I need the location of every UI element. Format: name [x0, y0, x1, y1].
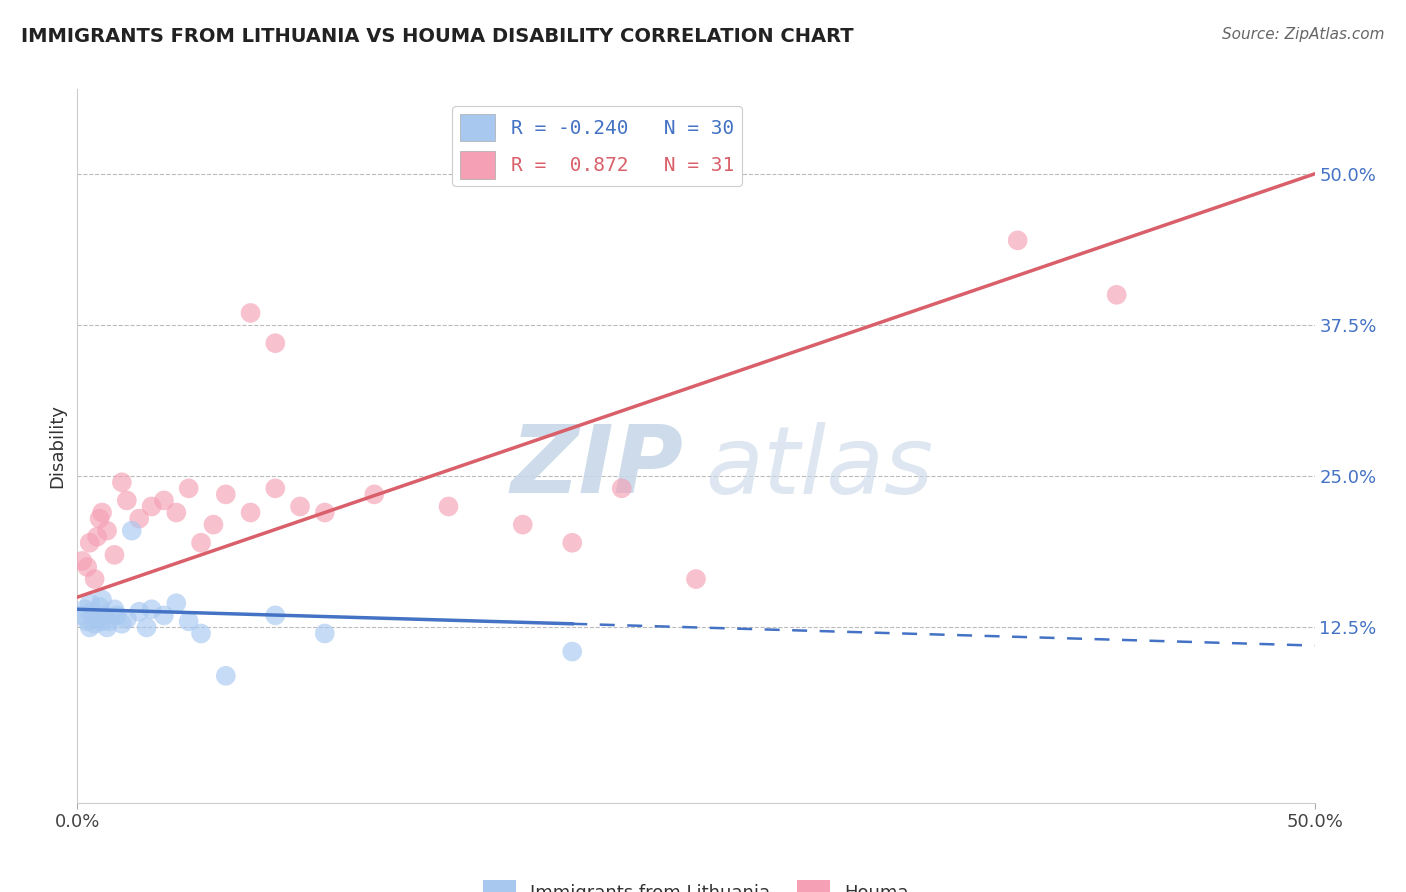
Point — [314, 626, 336, 640]
Point — [115, 493, 138, 508]
Point — [128, 511, 150, 525]
Point — [72, 554, 94, 568]
Point — [202, 517, 225, 532]
Point — [76, 560, 98, 574]
Point — [89, 511, 111, 525]
Point — [512, 517, 534, 532]
Point — [135, 620, 157, 634]
Point — [96, 620, 118, 634]
Point — [73, 602, 96, 616]
Point — [685, 572, 707, 586]
Point — [91, 615, 114, 629]
Point — [561, 535, 583, 549]
Point — [111, 616, 134, 631]
Point — [153, 493, 176, 508]
Point — [72, 608, 94, 623]
Point — [83, 572, 105, 586]
Point — [1007, 233, 1029, 247]
Point — [177, 615, 200, 629]
Point — [239, 306, 262, 320]
Point — [215, 669, 238, 683]
Text: atlas: atlas — [706, 422, 934, 513]
Point — [264, 481, 287, 495]
Point — [239, 506, 262, 520]
Y-axis label: Disability: Disability — [48, 404, 66, 488]
Point — [153, 608, 176, 623]
Point — [103, 548, 125, 562]
Point — [83, 616, 105, 631]
Point — [121, 524, 143, 538]
Point — [141, 602, 163, 616]
Point — [190, 535, 212, 549]
Point — [93, 608, 115, 623]
Point — [98, 615, 121, 629]
Point — [115, 612, 138, 626]
Point — [264, 336, 287, 351]
Point — [177, 481, 200, 495]
Point — [103, 602, 125, 616]
Point — [79, 620, 101, 634]
Point — [1105, 288, 1128, 302]
Text: IMMIGRANTS FROM LITHUANIA VS HOUMA DISABILITY CORRELATION CHART: IMMIGRANTS FROM LITHUANIA VS HOUMA DISAB… — [21, 27, 853, 45]
Text: ZIP: ZIP — [510, 421, 683, 514]
Point — [215, 487, 238, 501]
Point — [128, 605, 150, 619]
Point — [288, 500, 311, 514]
Point — [363, 487, 385, 501]
Legend: Immigrants from Lithuania, Houma: Immigrants from Lithuania, Houma — [477, 872, 915, 892]
Point — [91, 506, 114, 520]
Point — [86, 612, 108, 626]
Point — [165, 596, 187, 610]
Point — [105, 608, 128, 623]
Point — [437, 500, 460, 514]
Point — [165, 506, 187, 520]
Point — [86, 530, 108, 544]
Point — [314, 506, 336, 520]
Point — [190, 626, 212, 640]
Point — [82, 605, 104, 619]
Text: Source: ZipAtlas.com: Source: ZipAtlas.com — [1222, 27, 1385, 42]
Point — [76, 615, 98, 629]
Point — [264, 608, 287, 623]
Point — [111, 475, 134, 490]
Point — [141, 500, 163, 514]
Point — [89, 599, 111, 614]
Point — [91, 592, 114, 607]
Point — [561, 645, 583, 659]
Point — [79, 535, 101, 549]
Point — [79, 596, 101, 610]
Point — [610, 481, 633, 495]
Point — [96, 524, 118, 538]
